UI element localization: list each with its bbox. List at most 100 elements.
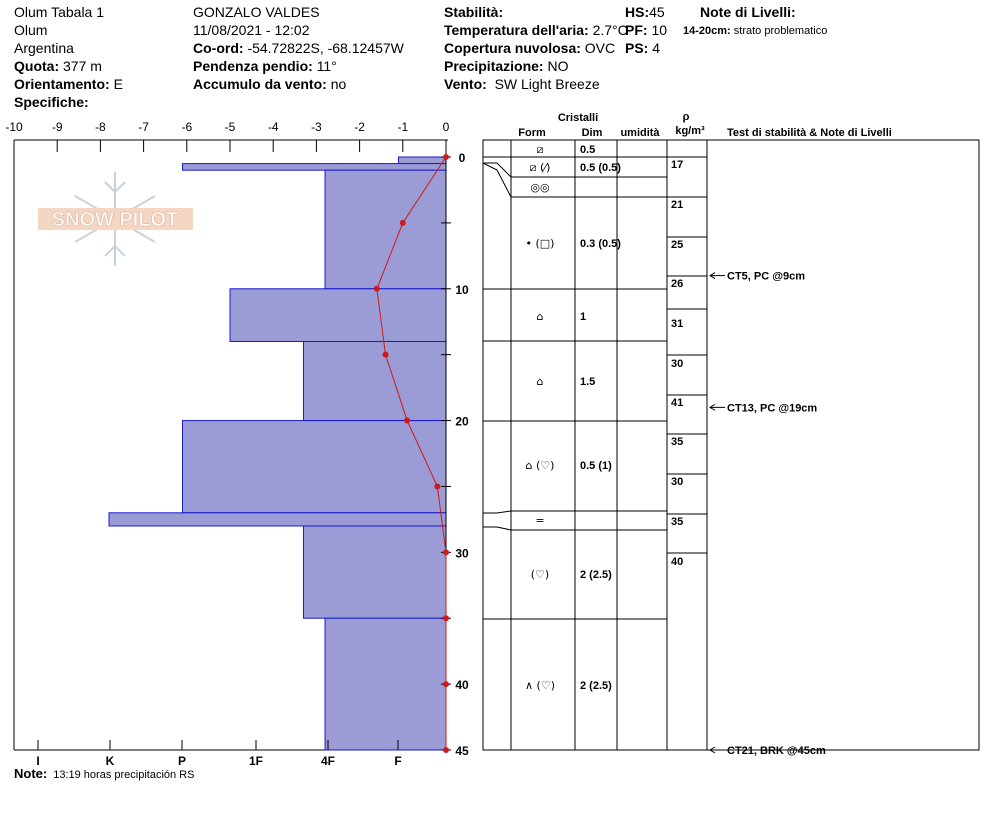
- wind-loading: Accumulo da vento: no: [193, 76, 347, 92]
- temperature-line: [376, 156, 447, 750]
- header-tests: Test di stabilità & Note di Livelli: [727, 127, 892, 139]
- hardness-tick-label: 4F: [321, 754, 335, 768]
- density-value: 31: [671, 318, 683, 330]
- hs: HS:45: [625, 4, 665, 20]
- footer-note: Note: 13:19 horas precipitación RS: [14, 766, 195, 781]
- depth-tick-label: 10: [455, 283, 469, 297]
- grain-size: 0.5 (1): [580, 460, 612, 472]
- depth-tick-label: 45: [455, 744, 469, 758]
- hardness-bar-7: [302, 525, 447, 619]
- grain-size: 0.5 (0.5): [580, 162, 621, 174]
- header-rho: ρ: [683, 111, 690, 123]
- hardness-tick-label: P: [178, 754, 186, 768]
- grain-size: 1.5: [580, 376, 595, 388]
- grain-form: ◎◎: [530, 181, 549, 194]
- logo-text: SNOW PILOT: [52, 209, 179, 231]
- temp-tick-label: -6: [181, 120, 192, 134]
- aspect: Orientamento: E: [14, 76, 123, 92]
- temp-tick-label: -7: [138, 120, 149, 134]
- specifics-label: Specifiche:: [14, 94, 89, 110]
- layer-connector: [483, 526, 512, 531]
- temp-tick-label: -9: [52, 120, 63, 134]
- temperature-point: [434, 483, 441, 490]
- test-arrowhead: [709, 403, 716, 411]
- location-name: Olum Tabala 1: [14, 4, 105, 20]
- layer-table-frame: [482, 139, 980, 751]
- grain-form: ⧄ (⁄): [530, 161, 551, 174]
- temp-tick-label: -2: [354, 120, 365, 134]
- density-value: 21: [671, 199, 683, 211]
- temperature-profile: [373, 154, 449, 753]
- density-value: 30: [671, 358, 683, 370]
- header-crystals: Cristalli: [558, 112, 598, 124]
- ps: PS: 4: [625, 40, 661, 56]
- temp-tick-label: -4: [268, 120, 279, 134]
- wind: Vento: SW Light Breeze: [444, 76, 600, 92]
- density-value: 26: [671, 278, 683, 290]
- hardness-tick-label: 1F: [249, 754, 263, 768]
- air-temperature: Temperatura dell'aria: 2.7°C: [444, 22, 628, 38]
- depth-tick-label: 30: [455, 546, 469, 560]
- layer-connector: [483, 162, 512, 178]
- test-arrowhead: [709, 746, 716, 754]
- grain-form: =: [535, 514, 544, 527]
- grain-size: 2 (2.5): [580, 569, 612, 581]
- density-value: 35: [671, 436, 683, 448]
- location-region: Olum: [14, 22, 48, 38]
- density-value: 35: [671, 516, 683, 528]
- density-value: 41: [671, 397, 683, 409]
- temp-tick-label: 0: [443, 120, 450, 134]
- observer: GONZALO VALDES: [193, 4, 320, 20]
- header-form: Form: [518, 127, 546, 139]
- grain-form: ⌂: [537, 310, 544, 323]
- table-headers: Cristalli Form Dim umidità ρ kg/m³ Test di sta…: [518, 111, 892, 139]
- temp-tick-label: -3: [311, 120, 322, 134]
- grain-size: 0.3 (0.5): [580, 238, 621, 250]
- layer-boundaries: [482, 156, 707, 620]
- layer-connector: [483, 510, 512, 514]
- pf: PF: 10: [625, 22, 668, 38]
- snowpilot-logo: SNOW PILOT: [38, 172, 193, 266]
- depth-tick-label: 40: [455, 678, 469, 692]
- temperature-point: [443, 615, 449, 622]
- density-column: 17 21 25 26 31 30 41 35 30 35 40: [671, 159, 683, 568]
- coordinates: Co-ord: -54.72822S, -68.12457W: [193, 40, 404, 56]
- temperature-point: [443, 747, 449, 753]
- hardness-bars: [108, 156, 447, 751]
- hardness-bar-3: [229, 288, 447, 342]
- density-value: 25: [671, 239, 683, 251]
- header-size: Dim: [582, 127, 603, 139]
- precipitation: Precipitazione: NO: [444, 58, 569, 74]
- location-country: Argentina: [14, 40, 74, 56]
- stability-test-label: CT21, BRK @45cm: [727, 745, 826, 757]
- datetime: 11/08/2021 - 12:02: [193, 22, 310, 38]
- grain-size: 0.5: [580, 144, 595, 156]
- layer-note: 14-20cm: strato problematico: [683, 25, 828, 37]
- layer-forms: ⧄ 0.5 ⧄ (⁄) 0.5 (0.5) ◎◎ • (□) 0.3 (0.5) ⌂ 1 ⌂ 1.5…: [525, 143, 621, 692]
- stability-tests: CT5, PC @9cm CT13, PC @19cm CT21, BRK @45c…: [709, 271, 826, 757]
- grain-form: ⌂ (♡): [526, 459, 555, 472]
- depth-tick-label: 20: [455, 415, 469, 429]
- temp-tick-label: -10: [5, 120, 23, 134]
- grain-form: ⌂: [537, 375, 544, 388]
- slope: Pendenza pendio: 11°: [193, 58, 337, 74]
- header-rho-unit: kg/m³: [675, 125, 705, 137]
- hardness-axis: I K P 1F 4F F: [36, 740, 402, 768]
- layer-notes-title: Note di Livelli:: [700, 4, 796, 20]
- hardness-bar-0: [397, 156, 447, 165]
- density-value: 40: [671, 556, 683, 568]
- temperature-point: [443, 549, 449, 556]
- temperature-point: [382, 351, 389, 358]
- hardness-tick-label: F: [394, 754, 401, 768]
- hardness-bar-2: [324, 169, 447, 290]
- stability-test-label: CT5, PC @9cm: [727, 271, 805, 283]
- grain-form: • (□): [526, 237, 555, 250]
- temperature-point: [443, 154, 449, 160]
- grain-form: (♡): [531, 568, 549, 581]
- stability-test-label: CT13, PC @19cm: [727, 402, 817, 414]
- temperature-point: [443, 681, 449, 688]
- temperature-axis: -10 -9 -8 -7 -6 -5 -4 -3 -2 -1 0: [5, 120, 450, 152]
- cloud-cover: Copertura nuvolosa: OVC: [444, 40, 616, 56]
- hardness-bar-8: [324, 617, 447, 751]
